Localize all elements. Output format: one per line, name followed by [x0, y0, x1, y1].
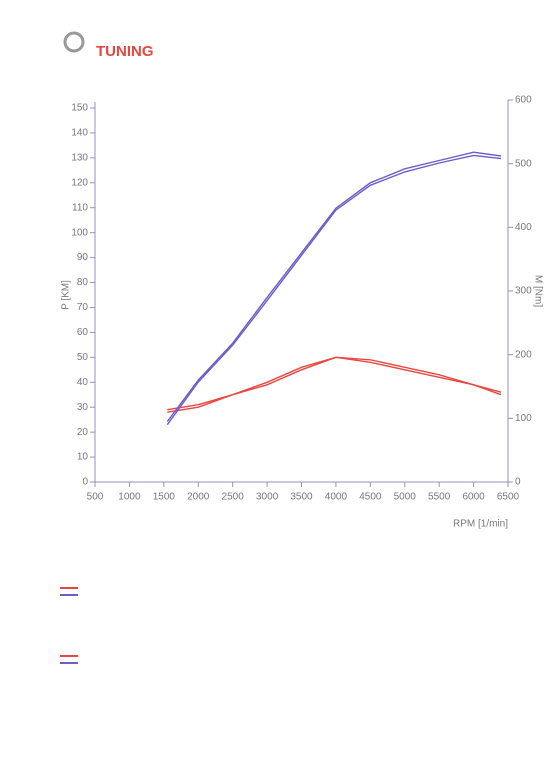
y-axis-label: P [KM]	[61, 280, 72, 310]
y2-tick-label: 500	[515, 158, 532, 169]
x-tick-label: 4000	[325, 492, 348, 503]
series-line	[166, 154, 502, 426]
x-tick-label: 5500	[428, 492, 451, 503]
series-line	[166, 151, 502, 422]
y-tick-label: 130	[71, 153, 88, 164]
y-tick-label: 120	[71, 177, 88, 188]
series-line	[167, 356, 502, 413]
y-tick-label: 110	[72, 202, 88, 213]
y2-axis-label: M [Nm]	[532, 275, 543, 307]
x-tick-label: 6500	[497, 492, 520, 503]
y2-tick-label: 400	[515, 222, 532, 233]
y2-tick-label: 600	[515, 95, 532, 106]
y2-tick-label: 300	[515, 286, 532, 297]
y-tick-label: 90	[77, 252, 89, 263]
y2-tick-label: 100	[515, 413, 532, 424]
logo: TUNING	[63, 31, 154, 60]
y-tick-label: 150	[71, 103, 88, 114]
y-tick-label: 140	[71, 128, 88, 139]
logo-text: TUNING	[96, 43, 154, 60]
y-tick-label: 0	[82, 477, 88, 488]
y-tick-label: 10	[77, 452, 89, 463]
legend-lines	[60, 587, 78, 664]
x-tick-label: 2000	[187, 492, 210, 503]
x-tick-label: 5000	[394, 492, 417, 503]
x-tick-label: 1500	[153, 492, 176, 503]
x-tick-label: 3500	[290, 492, 313, 503]
y-tick-label: 50	[77, 352, 89, 363]
y-tick-label: 40	[77, 377, 89, 388]
series-line	[167, 356, 502, 411]
x-tick-label: 4500	[359, 492, 382, 503]
y2-tick-label: 0	[515, 477, 521, 488]
y-tick-label: 30	[77, 402, 89, 413]
y-tick-label: 70	[77, 302, 89, 313]
x-tick-label: 3000	[256, 492, 279, 503]
x-tick-label: 500	[87, 492, 104, 503]
x-tick-label: 2500	[222, 492, 245, 503]
y-tick-label: 60	[77, 327, 89, 338]
y-tick-label: 20	[77, 427, 89, 438]
y-tick-label: 100	[71, 227, 88, 238]
y-tick-label: 80	[77, 277, 89, 288]
x-tick-label: 1000	[118, 492, 141, 503]
logo-icon	[63, 31, 85, 53]
y2-tick-label: 200	[515, 349, 532, 360]
x-axis-label: RPM [1/min]	[453, 519, 508, 530]
x-tick-label: 6000	[462, 492, 485, 503]
